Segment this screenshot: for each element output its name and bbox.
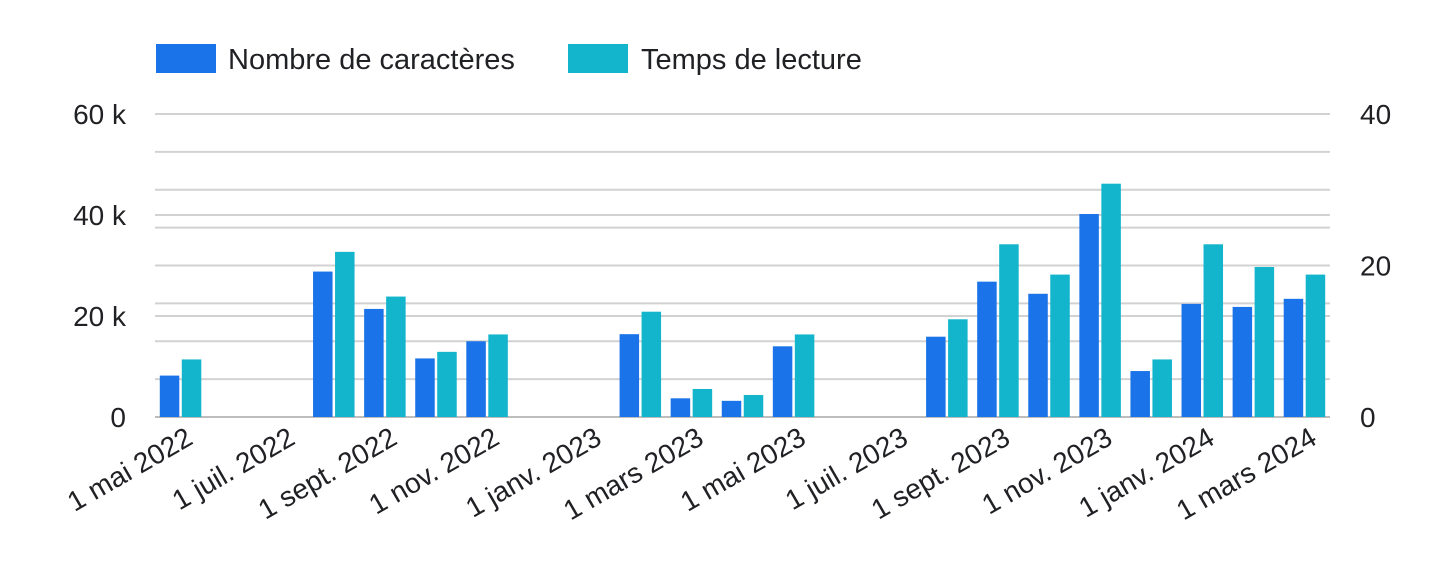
legend: Nombre de caractères Temps de lecture: [156, 44, 862, 76]
legend-label-caracteres: Nombre de caractères: [228, 44, 515, 76]
bar-lecture: [692, 388, 713, 417]
bar-lecture: [335, 251, 355, 417]
right-axis: 0 20 40: [1360, 99, 1391, 433]
legend-swatch-caracteres: [156, 44, 216, 73]
bar-lecture: [1254, 267, 1275, 417]
y-left-tick-label: 0: [110, 402, 126, 433]
bar-lecture: [641, 311, 662, 417]
bar-caracteres: [1079, 213, 1099, 417]
bar-lecture: [386, 296, 406, 417]
bar-caracteres: [1130, 371, 1150, 417]
bar-caracteres: [415, 358, 435, 417]
bar-caracteres: [1028, 293, 1048, 417]
y-left-tick-label: 60 k: [73, 99, 127, 130]
bar-lecture: [743, 395, 764, 417]
bar-lecture: [1152, 359, 1172, 417]
legend-label-lecture: Temps de lecture: [641, 44, 862, 76]
y-left-tick-label: 40 k: [73, 200, 127, 231]
bar-lecture: [437, 351, 457, 417]
bar-caracteres: [619, 334, 640, 417]
left-axis: 0 20 k 40 k 60 k: [73, 99, 127, 433]
bar-caracteres: [926, 336, 946, 417]
bar-lecture: [999, 244, 1019, 417]
bar-lecture: [488, 334, 508, 417]
bar-caracteres: [159, 375, 180, 417]
bar-lecture: [1203, 244, 1224, 417]
bar-caracteres: [670, 398, 691, 417]
bar-caracteres: [1232, 306, 1253, 417]
bar-caracteres: [721, 400, 742, 417]
bar-lecture: [181, 359, 202, 417]
bar-lecture: [1101, 183, 1121, 417]
bar-caracteres: [313, 271, 333, 417]
bar-caracteres: [977, 281, 997, 417]
bar-lecture: [794, 334, 815, 417]
y-right-tick-label: 20: [1360, 251, 1391, 282]
y-left-tick-label: 20 k: [73, 301, 127, 332]
bar-caracteres: [1181, 303, 1202, 417]
bar-lecture: [1305, 274, 1326, 417]
y-right-tick-label: 40: [1360, 99, 1391, 130]
y-right-tick-label: 0: [1360, 402, 1376, 433]
bar-lecture: [948, 319, 968, 417]
bar-caracteres: [772, 346, 793, 417]
bar-caracteres: [466, 341, 486, 417]
bar-lecture: [1050, 274, 1070, 417]
legend-swatch-lecture: [568, 44, 628, 73]
bar-caracteres: [1283, 298, 1304, 417]
bars: [159, 183, 1326, 417]
bar-caracteres: [364, 308, 384, 417]
